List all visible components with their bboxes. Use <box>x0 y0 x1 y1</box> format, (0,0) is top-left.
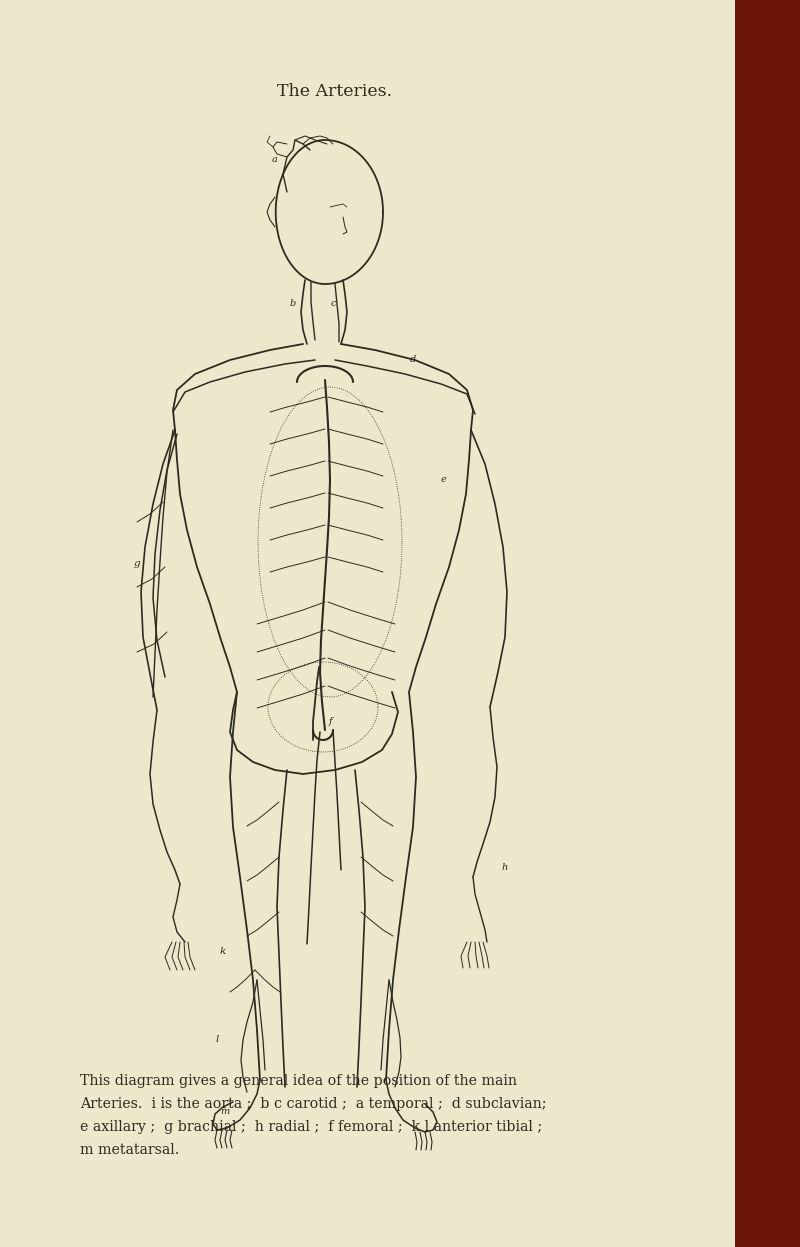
Text: c: c <box>330 299 336 308</box>
Text: k: k <box>220 948 226 956</box>
Text: g: g <box>134 560 140 569</box>
Text: d: d <box>410 355 416 364</box>
Text: m metatarsal.: m metatarsal. <box>80 1143 179 1157</box>
Text: Arteries.  i is the aorta ;  b c carotid ;  a temporal ;  d subclavian;: Arteries. i is the aorta ; b c carotid ;… <box>80 1097 546 1111</box>
Text: h: h <box>502 863 508 872</box>
Text: a: a <box>272 156 278 165</box>
Text: The Arteries.: The Arteries. <box>278 84 393 101</box>
Text: m: m <box>220 1107 230 1116</box>
Text: f: f <box>328 717 332 727</box>
Text: l: l <box>215 1035 218 1045</box>
Bar <box>735 0 800 1247</box>
Text: b: b <box>290 299 296 308</box>
Text: e: e <box>440 475 446 485</box>
Text: This diagram gives a general idea of the position of the main: This diagram gives a general idea of the… <box>80 1074 517 1087</box>
Text: e axillary ;  g brachial ;  h radial ;  f femoral ;  k l anterior tibial ;: e axillary ; g brachial ; h radial ; f f… <box>80 1120 542 1134</box>
